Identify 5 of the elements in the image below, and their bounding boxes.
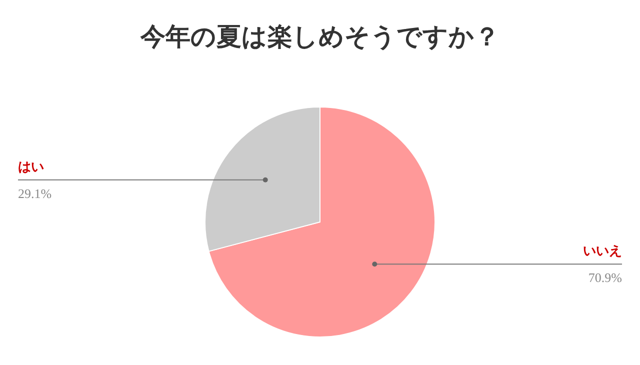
- chart-title: 今年の夏は楽しめそうですか？: [140, 22, 500, 51]
- slice-label: はい: [18, 160, 44, 175]
- data-label: 29.1%: [18, 186, 52, 201]
- slice-label: いいえ: [583, 244, 622, 260]
- data-label: 70.9%: [588, 270, 622, 286]
